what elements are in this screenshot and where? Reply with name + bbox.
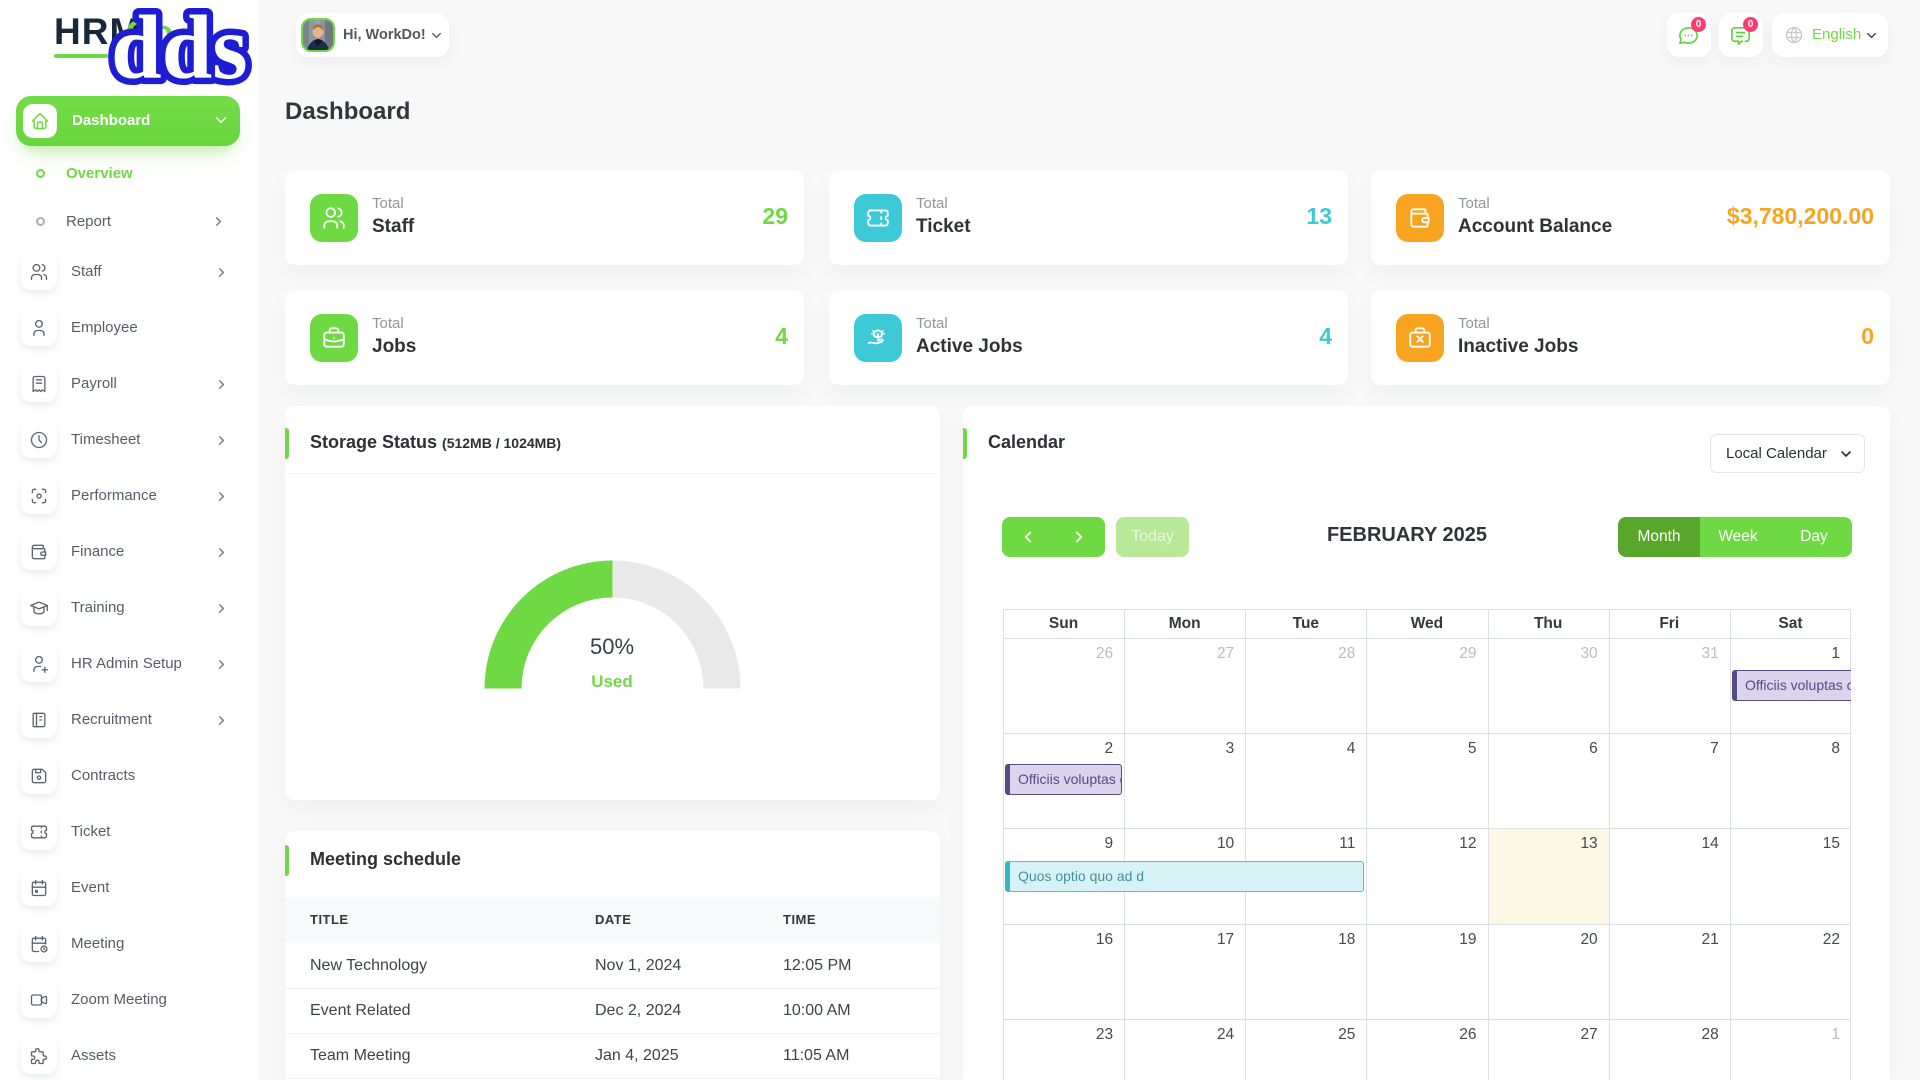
svg-text:HRM: HRM [54,11,141,52]
svg-text:dds: dds [111,0,248,95]
svg-text:Go: Go [126,14,173,52]
